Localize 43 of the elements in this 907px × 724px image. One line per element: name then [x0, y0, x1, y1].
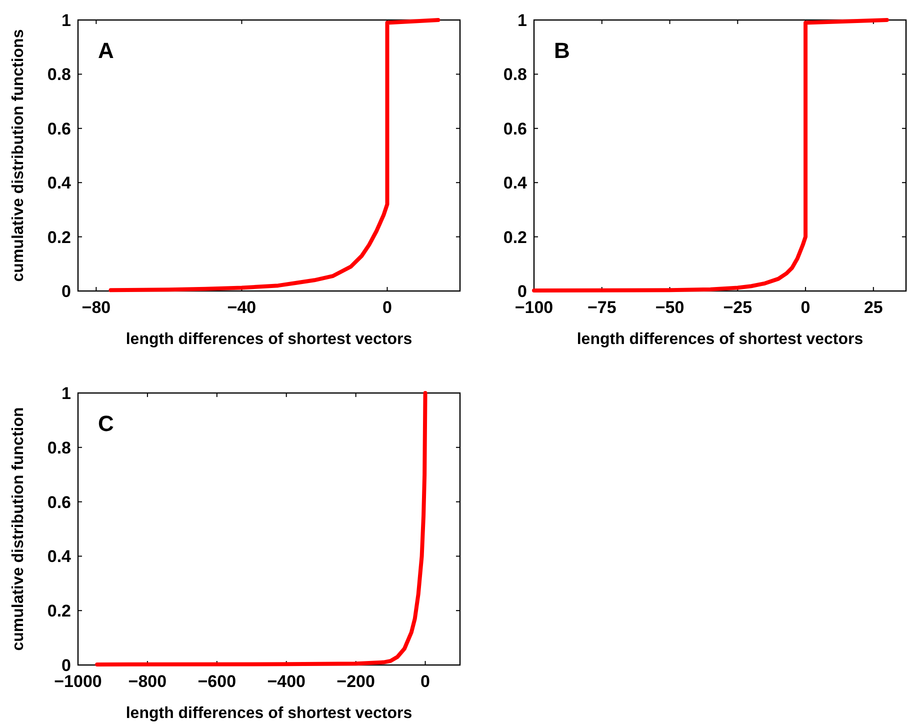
x-tick-label: 0	[800, 298, 810, 317]
y-axis-title: cumulative distribution function	[10, 407, 27, 651]
x-tick-label: −75	[587, 298, 616, 317]
annotation: B	[554, 38, 570, 63]
y-tick-label: 0.4	[47, 174, 72, 193]
x-tick-label: 25	[864, 298, 883, 317]
y-tick-label: 0	[62, 282, 71, 301]
x-tick-label: −400	[267, 672, 306, 691]
y-tick-label: 0.2	[47, 602, 71, 621]
y-tick-label: 0.6	[47, 492, 71, 512]
x-tick-label: −800	[128, 672, 167, 691]
y-tick-label: 0	[62, 656, 71, 675]
x-tick-label: −25	[723, 298, 752, 317]
y-tick-label: 0.4	[47, 547, 72, 566]
y-tick-label: 1	[518, 11, 527, 30]
y-tick-label: 0.2	[503, 228, 527, 247]
x-tick-label: −50	[655, 298, 684, 317]
y-tick-label: 0.6	[47, 119, 71, 138]
x-tick-label: −600	[198, 672, 236, 691]
y-axis-title: cumulative distribution functions	[10, 29, 27, 282]
y-tick-label: 1	[62, 384, 71, 403]
line-series	[95, 391, 428, 666]
x-tick-label: −100	[514, 298, 554, 317]
y-tick-label: 0.4	[503, 174, 528, 193]
x-tick-label: −200	[336, 672, 375, 691]
annotation: C	[98, 411, 114, 436]
y-tick-label: 0	[518, 282, 527, 301]
x-tick-label: −1000	[54, 672, 102, 691]
x-axis-title: length differences of shortest vectors	[576, 331, 864, 348]
y-tick-label: 0.2	[47, 228, 71, 247]
x-tick-label: 0	[420, 672, 430, 691]
y-tick-label: 0.8	[47, 65, 71, 84]
x-tick-label: 0	[382, 298, 392, 317]
x-axis-title: length differences of shortest vectors	[126, 331, 412, 348]
x-axis-title: length differences of shortest vectors	[126, 705, 412, 722]
y-tick-label: 1	[62, 11, 71, 30]
y-tick-label: 0.6	[503, 119, 527, 138]
y-tick-label: 0.8	[47, 438, 71, 458]
x-tick-label: −80	[82, 298, 111, 317]
x-tick-label: −40	[227, 298, 256, 317]
y-tick-label: 0.8	[503, 65, 527, 84]
line-series	[532, 18, 889, 292]
annotation: A	[98, 38, 114, 63]
